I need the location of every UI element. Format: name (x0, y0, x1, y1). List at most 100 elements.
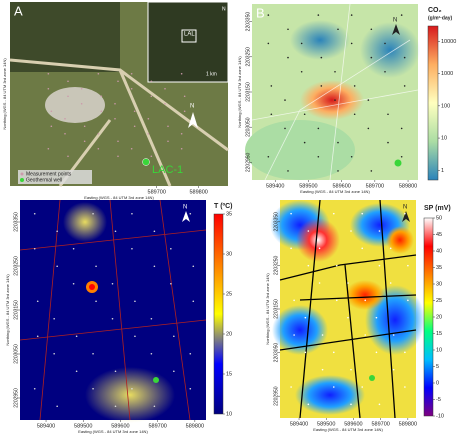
panel-letter: B (256, 5, 265, 20)
measurement-point (304, 351, 307, 354)
north-arrow (392, 24, 400, 35)
measurement-point (150, 95, 153, 98)
legend-box (18, 170, 92, 184)
measurement-point (370, 56, 373, 59)
y-tick-label: 2202950 (273, 386, 279, 406)
y-tick-label: 2203050 (245, 117, 251, 137)
x-tick-label: 589700 (148, 189, 166, 195)
measurement-point (167, 140, 169, 143)
measurement-point (97, 147, 100, 150)
co2-low (360, 22, 420, 78)
measurement-point (389, 282, 392, 284)
x-tick-label: 589800 (186, 423, 204, 429)
inset-north: N (222, 6, 226, 12)
measurement-point (47, 72, 50, 75)
y-tick-label: 2203250 (273, 255, 279, 275)
measurement-point (150, 317, 153, 320)
measurement-point (164, 87, 166, 90)
measurement-point (332, 212, 335, 215)
well-marker (369, 375, 375, 381)
measurement-point (75, 370, 78, 373)
measurement-point (367, 127, 370, 130)
measurement-point (72, 247, 75, 250)
measurement-point (180, 72, 183, 75)
measurement-point (337, 28, 339, 31)
measurement-point (350, 14, 353, 16)
well-marker (142, 158, 150, 166)
measurement-point (153, 405, 156, 408)
x-tick-label: 589600 (111, 423, 129, 429)
measurement-point (130, 72, 133, 75)
measurement-point (293, 299, 295, 302)
y-axis-label: Northing (WGS - 84 UTM 3rd zone 14N) (237, 56, 242, 128)
measurement-point (33, 387, 36, 390)
colorbar-title: T (ºC) (214, 203, 233, 210)
measurement-point (404, 386, 406, 388)
measurement-point (111, 282, 114, 285)
colorbar-tick-label: 5 (436, 364, 439, 370)
measurement-point (47, 87, 50, 90)
measurement-point (150, 80, 153, 83)
y-axis-label: Northing (WGS - 84 UTM 3rd zone 14N) (2, 58, 7, 130)
co2-low (290, 20, 350, 60)
measurement-point (287, 56, 289, 59)
measurement-point (350, 42, 353, 45)
x-tick-label: 589400 (266, 183, 284, 189)
measurement-point (192, 265, 195, 268)
measurement-point (100, 110, 103, 113)
colorbar-tick-label: 35 (226, 211, 232, 217)
measurement-point (67, 80, 69, 83)
measurement-point (318, 282, 321, 284)
measurement-point (130, 87, 133, 90)
measurement-point (387, 141, 389, 144)
measurement-point (95, 300, 97, 303)
altered-ground (45, 87, 105, 123)
colorbar-tick-label: 35 (436, 265, 442, 271)
measurement-point (147, 117, 150, 120)
measurement-point (350, 368, 352, 371)
measurement-point (337, 170, 339, 172)
legend-symbol (20, 178, 24, 182)
colorbar-tick-label: 10000 (441, 39, 456, 45)
measurement-point (67, 95, 69, 98)
measurement-point (173, 370, 175, 373)
measurement-point (317, 127, 320, 130)
colorbar-tick-label: 20 (436, 314, 442, 320)
measurement-point (117, 155, 119, 158)
measurement-point (392, 368, 395, 371)
measurement-point (392, 334, 395, 336)
measurement-point (173, 335, 175, 338)
measurement-point (133, 125, 136, 128)
measurement-point (375, 351, 378, 354)
measurement-point (56, 265, 58, 268)
sp-low (295, 375, 365, 415)
north-arrow (402, 211, 410, 222)
measurement-point (404, 212, 406, 215)
measurement-point (170, 282, 172, 285)
x-tick-label: 589500 (317, 421, 335, 427)
panel-letter: A (14, 3, 23, 18)
measurement-point (167, 125, 169, 128)
measurement-point (284, 127, 286, 130)
measurement-point (364, 299, 367, 302)
measurement-point (347, 316, 349, 319)
y-tick-label: 2203250 (245, 47, 251, 67)
measurement-point (56, 230, 58, 233)
x-tick-label: 589600 (344, 421, 362, 427)
colorbar (427, 25, 439, 181)
measurement-point (192, 300, 195, 303)
measurement-point (320, 56, 323, 59)
measurement-point (114, 370, 117, 373)
measurement-point (75, 335, 78, 338)
legend-entry: Measurement points (26, 171, 72, 177)
measurement-point (304, 316, 307, 319)
colorbar-tick-label: -10 (436, 413, 444, 419)
y-tick-label: 2203350 (273, 212, 279, 232)
colorbar-tick-label: 45 (436, 232, 442, 238)
measurement-point (131, 387, 133, 390)
measurement-point (150, 352, 153, 355)
warm-zone (85, 367, 175, 423)
measurement-point (350, 403, 352, 406)
measurement-point (33, 247, 36, 250)
